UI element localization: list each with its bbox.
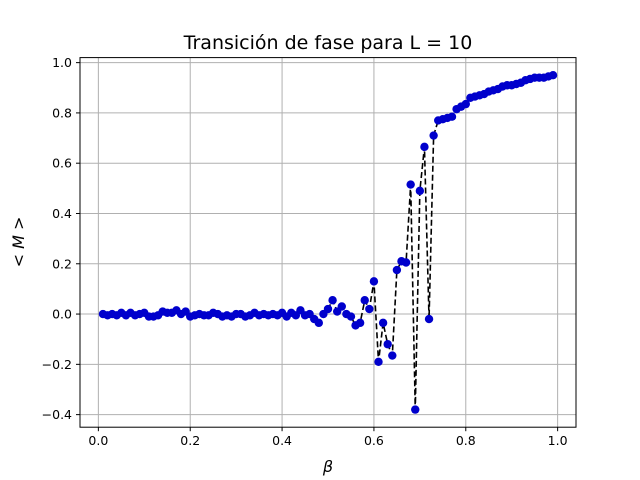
x-tick-label: 1.0	[548, 433, 568, 448]
data-point	[374, 357, 383, 367]
data-point	[355, 318, 365, 328]
data-point	[388, 351, 397, 360]
series-line	[102, 74, 554, 410]
data-point	[360, 296, 369, 305]
data-point	[415, 186, 425, 196]
x-tick-label: 0.0	[88, 433, 108, 448]
data-point	[378, 318, 388, 328]
data-point	[346, 312, 356, 321]
data-point	[369, 277, 379, 286]
data-point	[314, 318, 324, 328]
data-point	[365, 304, 374, 314]
data-point	[424, 314, 434, 324]
data-point	[548, 71, 558, 80]
plot-frame	[79, 57, 577, 428]
x-tick-label: 0.4	[272, 433, 292, 448]
y-tick-label: 0.0	[52, 307, 72, 322]
chart-title: Transición de fase para L = 10	[183, 32, 473, 54]
data-points	[98, 71, 558, 414]
data-point	[429, 131, 438, 140]
data-point	[337, 302, 346, 311]
y-tick-label: 0.2	[52, 256, 72, 271]
data-point	[461, 99, 470, 109]
data-point	[323, 304, 333, 314]
y-tick-label: −0.2	[42, 357, 72, 372]
data-point	[383, 340, 392, 349]
x-axis-ticks: 0.0 0.2 0.4 0.6 0.8 1.0	[88, 427, 568, 448]
x-tick-label: 0.6	[364, 433, 384, 448]
data-point	[401, 258, 411, 267]
y-tick-label: −0.4	[42, 407, 72, 422]
grid	[80, 57, 576, 428]
y-tick-label: 0.4	[52, 206, 72, 221]
y-tick-label: 0.6	[52, 156, 72, 171]
y-axis-label: < M >	[9, 217, 28, 268]
y-tick-label: 0.8	[52, 105, 72, 120]
data-point	[406, 180, 415, 189]
data-point	[411, 405, 420, 414]
x-axis-label: β	[322, 457, 333, 476]
y-axis-ticks: −0.4 −0.2 0.0 0.2 0.4 0.6 0.8 1.0	[42, 55, 80, 422]
y-tick-label: 1.0	[52, 55, 72, 70]
data-point	[447, 112, 457, 121]
data-point	[392, 265, 402, 275]
data-point	[328, 296, 337, 305]
x-tick-label: 0.8	[456, 433, 476, 448]
data-point	[420, 142, 429, 152]
x-tick-label: 0.2	[180, 433, 200, 448]
